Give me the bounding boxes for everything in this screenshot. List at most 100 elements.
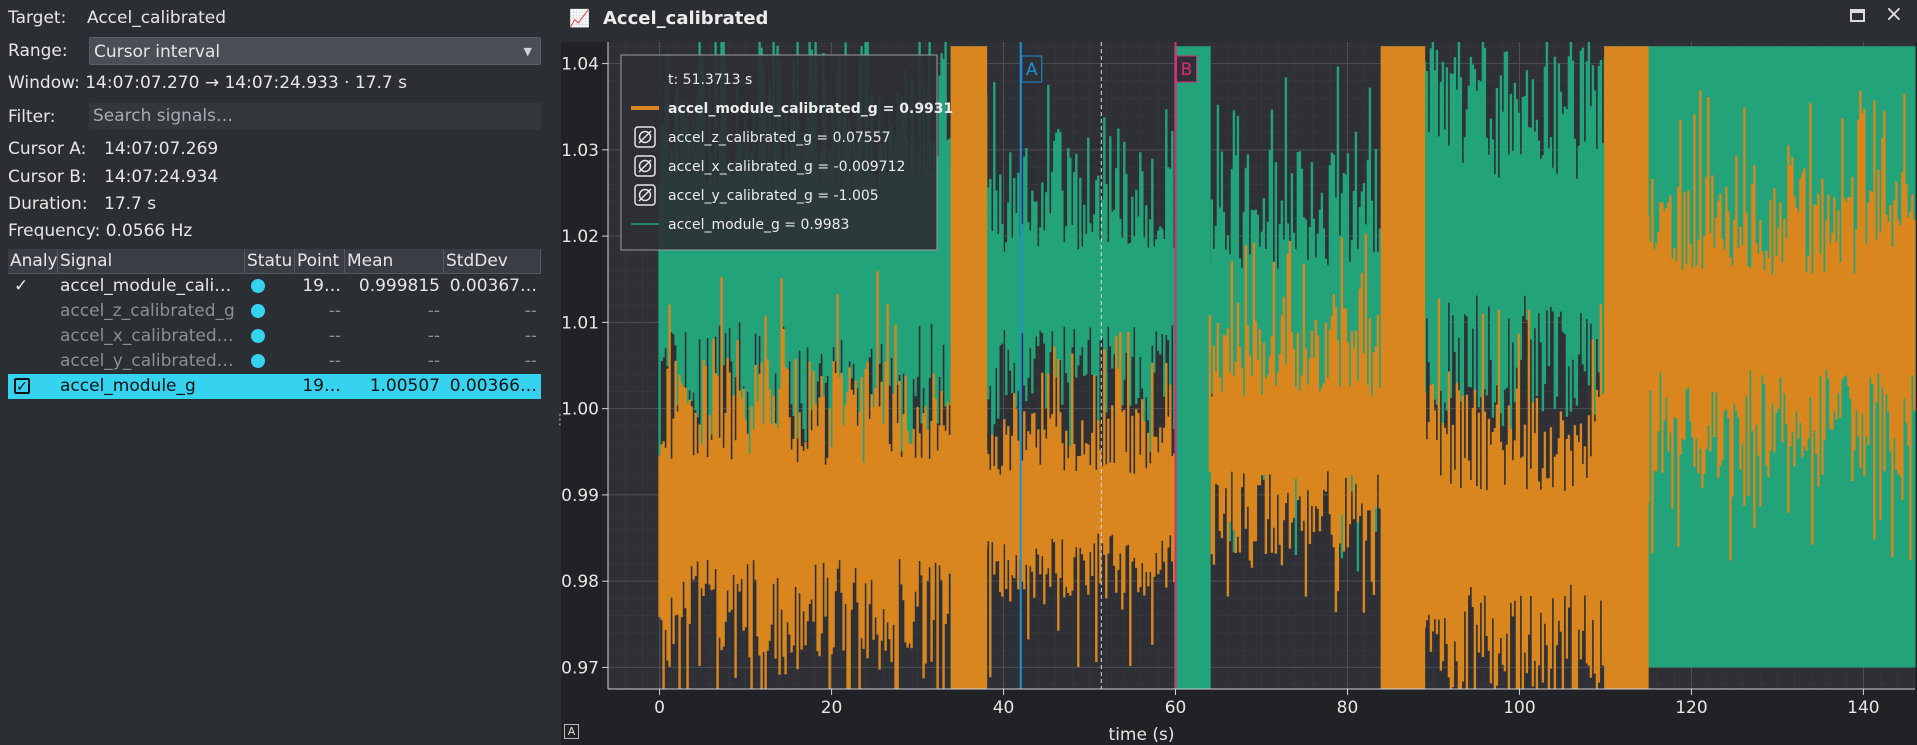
x-axis-title: time (s) (1109, 725, 1175, 745)
analysis-panel: Target: Accel_calibrated Range: Cursor i… (0, 0, 545, 745)
cursor-b-label: Cursor B: (8, 167, 87, 187)
range-select[interactable]: Cursor interval ▼ (89, 37, 541, 65)
checkbox-icon[interactable]: ✓ (14, 378, 30, 395)
plot-window: 📈 Accel_calibrated × A B 0.97 0.98 0.99 1.00 1… (561, 0, 1917, 745)
table-header: Analy Signal Statu Point Mean StdDev (8, 249, 541, 274)
eye-icon (638, 130, 652, 144)
y-tick-label: 1.01 (561, 313, 599, 333)
plot-title: Accel_calibrated (603, 8, 769, 29)
x-tick-label: 60 (1165, 698, 1187, 718)
table-row[interactable]: accel_z_calibrated_g -- -- -- (8, 299, 541, 324)
status-cell (245, 324, 295, 349)
status-dot-icon (251, 279, 265, 293)
signal-name: accel_y_calibrated… (60, 351, 234, 371)
legend-entry[interactable]: accel_y_calibrated_g = -1.005 (668, 188, 879, 204)
y-tick-label: 1.00 (561, 400, 599, 420)
analyze-check[interactable]: ✓ (14, 276, 29, 296)
header-stddev[interactable]: StdDev (444, 249, 541, 273)
x-tick-label: 100 (1503, 698, 1535, 718)
header-mean[interactable]: Mean (345, 249, 444, 273)
close-icon[interactable]: × (1884, 2, 1903, 27)
x-tick-label: 0 (654, 698, 665, 718)
mean-cell: -- (427, 326, 440, 346)
signal-name: accel_module_cali… (60, 276, 232, 296)
header-status[interactable]: Statu (245, 249, 295, 273)
visibility-off-icon[interactable] (634, 126, 656, 148)
header-signal[interactable]: Signal (58, 249, 245, 273)
points-cell: -- (328, 326, 341, 346)
analyze-check[interactable] (8, 299, 58, 324)
signal-name: accel_x_calibrated… (60, 326, 234, 346)
window-info: Window: 14:07:07.270 → 14:07:24.933 · 17… (8, 73, 408, 93)
cursor-b-label-box[interactable] (1176, 55, 1198, 83)
plot-titlebar: 📈 Accel_calibrated × (561, 0, 1917, 42)
chevron-down-icon: ▼ (523, 45, 532, 58)
frequency-value: 0.0566 Hz (105, 221, 193, 241)
cursor-a-label: Cursor A: (8, 139, 87, 159)
range-select-value: Cursor interval (94, 42, 221, 62)
analyze-check[interactable] (8, 349, 58, 374)
series-accel_module_calibrated_g (658, 46, 1916, 689)
eye-icon (638, 159, 652, 173)
cursor-a-value: 14:07:07.269 (104, 139, 219, 159)
slash-icon (638, 130, 652, 144)
cursor-a-label[interactable]: A (1026, 60, 1038, 80)
points-cell: -- (328, 351, 341, 371)
maximize-icon[interactable] (1850, 9, 1865, 22)
legend: t: 51.3713 s accel_module_calibrated_g = … (620, 54, 953, 251)
y-tick-label: 0.99 (561, 486, 599, 506)
autoscale-button[interactable]: A (564, 724, 579, 739)
stddev-cell: -- (524, 326, 537, 346)
analyze-check[interactable]: ✓ (8, 374, 58, 399)
x-tick-label: 40 (993, 698, 1015, 718)
legend-entry[interactable]: accel_z_calibrated_g = 0.07557 (668, 130, 891, 146)
cursor-b-label[interactable]: B (1181, 60, 1193, 80)
x-tick-label: 80 (1337, 698, 1359, 718)
status-dot-icon (251, 354, 265, 368)
series-trace (950, 46, 988, 689)
stddev-cell: -- (524, 301, 537, 321)
y-tick-label: 1.04 (561, 55, 599, 75)
table-row[interactable]: ✓ accel_module_cali… 19… 0.999815 0.00367… (8, 274, 541, 299)
frequency-row: Frequency: 0.0566 Hz (8, 218, 192, 244)
series-trace (1208, 233, 1382, 613)
duration-value: 17.7 s (104, 194, 157, 214)
stddev-cell: 0.00366… (449, 376, 537, 396)
points-cell: 19… (302, 276, 341, 296)
search-input[interactable] (91, 106, 533, 126)
slash-icon (638, 188, 652, 202)
series-trace (1380, 46, 1426, 689)
mean-cell: -- (427, 301, 440, 321)
plot-area[interactable]: A B 0.97 0.98 0.99 1.00 1.01 1.02 1.03 1.04 0 20 40 6… (561, 42, 1917, 745)
frequency-label: Frequency: (8, 221, 101, 241)
cursor-a-label-box[interactable] (1021, 55, 1043, 83)
table-row[interactable]: accel_x_calibrated… -- -- -- (8, 324, 541, 349)
cursor-b-row: Cursor B: 14:07:24.934 (8, 164, 218, 190)
table-row[interactable]: ✓ accel_module_g 19… 1.00507 0.00366… (8, 374, 541, 399)
status-cell (245, 349, 295, 374)
status-cell (245, 374, 295, 399)
legend-entry[interactable]: accel_module_g = 0.9983 (668, 217, 849, 233)
cursor-b-value: 14:07:24.934 (104, 167, 219, 187)
chart-icon: 📈 (569, 9, 591, 29)
series-trace (1604, 46, 1649, 689)
signal-name: accel_z_calibrated_g (60, 301, 235, 321)
visibility-off-icon[interactable] (634, 184, 656, 206)
legend-box (620, 54, 938, 251)
legend-entry[interactable]: accel_x_calibrated_g = -0.009712 (668, 159, 905, 175)
y-tick-label: 1.02 (561, 227, 599, 247)
slash-icon (638, 159, 652, 173)
header-points[interactable]: Point (295, 249, 345, 273)
legend-entry[interactable]: accel_module_calibrated_g = 0.9931 (668, 101, 953, 117)
search-field[interactable] (89, 103, 541, 130)
filter-row: Filter: (8, 104, 56, 130)
range-label: Range: (8, 41, 68, 61)
table-row[interactable]: accel_y_calibrated… -- -- -- (8, 349, 541, 374)
splitter-handle[interactable]: ⋮ (549, 0, 567, 745)
series-trace (985, 331, 1176, 678)
visibility-off-icon[interactable] (634, 155, 656, 177)
analyze-check[interactable] (8, 324, 58, 349)
header-analyze[interactable]: Analy (10, 249, 58, 273)
status-cell (245, 299, 295, 324)
mean-cell: 1.00507 (369, 376, 440, 396)
